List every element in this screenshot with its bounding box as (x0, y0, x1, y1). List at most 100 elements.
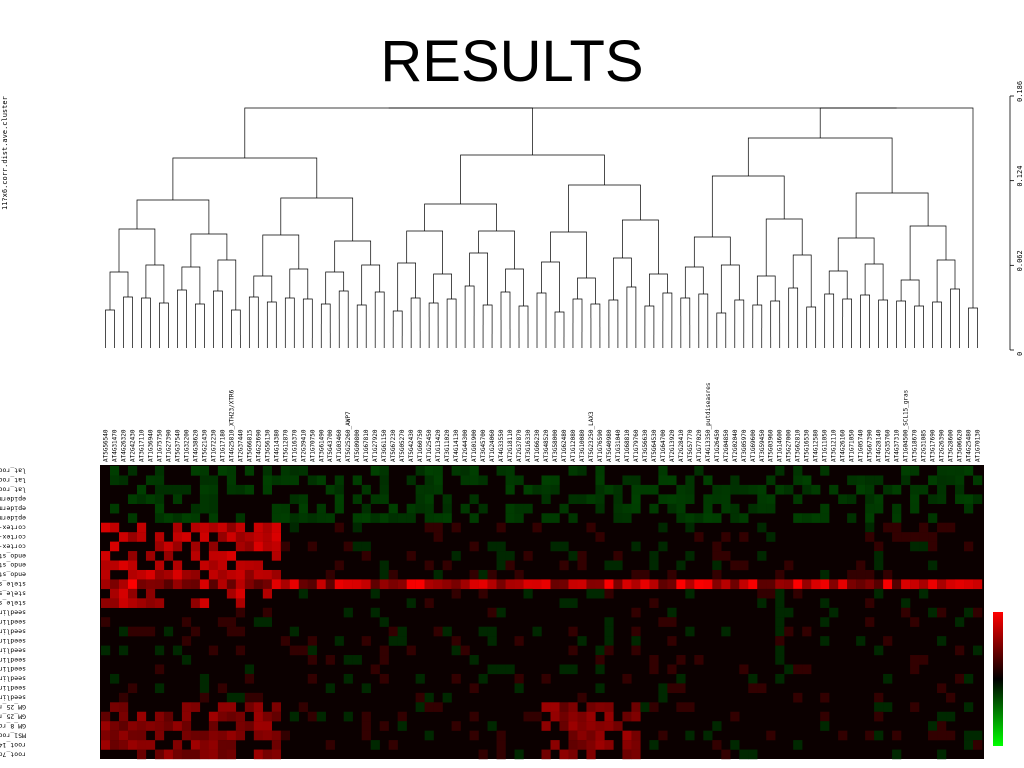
condition-label: cortex-endo_stage1 (0, 542, 26, 550)
heatmap-cell (172, 532, 183, 542)
heatmap-cell (559, 579, 569, 590)
heatmap-cell (793, 513, 803, 523)
heatmap-cell (325, 740, 335, 750)
heatmap-cell (928, 532, 938, 542)
heatmap-cell (883, 569, 893, 580)
dendrogram-branch (213, 290, 223, 331)
heatmap-cell (541, 673, 551, 684)
heatmap-cell (478, 503, 488, 514)
gene-label: AT1G05740 (858, 429, 865, 462)
heatmap-cell (739, 484, 749, 495)
heatmap-cell (541, 579, 551, 590)
heatmap-cell (514, 475, 524, 486)
heatmap-cell (406, 645, 416, 656)
heatmap-cell (595, 740, 605, 750)
heatmap-cell (487, 607, 497, 618)
dendrogram-branch (424, 203, 497, 231)
heatmap-cell (829, 484, 839, 495)
heatmap-cell (343, 655, 353, 665)
heatmap-cell (874, 475, 884, 486)
heatmap-cell (424, 560, 434, 571)
heatmap-cell (298, 588, 308, 599)
heatmap-cell (757, 522, 767, 533)
heatmap-cell (766, 730, 776, 741)
heatmap-cell (613, 579, 623, 590)
heatmap-cell (811, 513, 821, 523)
heatmap-cell (235, 721, 246, 731)
heatmap-cell (631, 607, 641, 618)
heatmap-cell (307, 636, 317, 646)
heatmap-cell (109, 730, 120, 741)
dendrogram-branch (900, 279, 920, 306)
heatmap-cell (703, 579, 713, 590)
heatmap-cell (937, 579, 947, 590)
heatmap-cell (793, 466, 803, 476)
gene-label: AT5G42430 (408, 429, 415, 462)
heatmap-cell (721, 551, 731, 561)
heatmap-cell (919, 522, 929, 533)
heatmap-cell (523, 551, 533, 561)
heatmap-cell (919, 541, 929, 552)
heatmap-cell (595, 721, 605, 731)
heatmap-cell (964, 541, 974, 552)
heatmap-cell (721, 484, 731, 495)
heatmap-cell (685, 579, 695, 590)
heatmap-cell (631, 636, 641, 646)
dendrogram-branch (698, 293, 709, 334)
heatmap-cell (676, 702, 686, 712)
gene-label: AT3G45700 (480, 429, 487, 462)
heatmap-cell (586, 749, 596, 760)
heatmap-cell (235, 513, 246, 523)
condition-label: GM_8_root_8day (0, 722, 26, 730)
heatmap-cell (487, 721, 497, 731)
gene-label: AT2G28410 (678, 429, 685, 462)
heatmap-cell (730, 475, 740, 486)
heatmap-cell (217, 569, 228, 580)
heatmap-cell (478, 475, 488, 486)
heatmap-cell (793, 692, 803, 703)
heatmap-cell (973, 607, 983, 618)
heatmap-cell (226, 730, 237, 741)
heatmap-cell (712, 579, 722, 590)
heatmap-cell (613, 721, 623, 731)
heatmap-cell (874, 560, 884, 571)
heatmap-cell (811, 484, 821, 495)
heatmap-cell (271, 730, 281, 741)
heatmap-cell (469, 475, 479, 486)
heatmap-cell (101, 569, 111, 580)
heatmap-cell (127, 721, 138, 731)
heatmap-cell (415, 503, 425, 514)
heatmap-cell (109, 598, 120, 608)
heatmap-cell (262, 522, 273, 533)
heatmap-cell (136, 749, 147, 760)
heatmap-cell (487, 569, 497, 580)
heatmap-cell (199, 494, 210, 504)
heatmap-cell (604, 560, 614, 571)
heatmap-cell (955, 475, 965, 486)
heatmap-cell (532, 522, 542, 533)
heatmap-cell (694, 579, 704, 590)
heatmap-cell (244, 673, 255, 684)
condition-label: cortex-endo_stage2 (0, 533, 26, 541)
gene-label: AT1G62480 (561, 429, 568, 462)
axis-tick-label: 0.186 (1016, 81, 1024, 102)
heatmap-cell (874, 692, 884, 703)
heatmap-cell (478, 749, 488, 760)
heatmap-cell (154, 645, 165, 656)
heatmap-cell (451, 636, 461, 646)
heatmap-cell (370, 513, 380, 523)
heatmap-cell (388, 503, 398, 514)
heatmap-cell (235, 541, 246, 552)
heatmap-cell (559, 711, 569, 722)
heatmap-cell (172, 569, 183, 580)
heatmap-cell (181, 513, 192, 523)
heatmap-cell (910, 532, 920, 542)
heatmap-cell (784, 607, 794, 618)
heatmap-cell (910, 466, 920, 476)
heatmap-cell (334, 560, 344, 571)
heatmap-cell (937, 730, 947, 741)
heatmap-cell (154, 711, 165, 722)
heatmap-cell (505, 503, 515, 514)
heatmap-cell (442, 692, 452, 703)
heatmap-cell (433, 626, 443, 637)
